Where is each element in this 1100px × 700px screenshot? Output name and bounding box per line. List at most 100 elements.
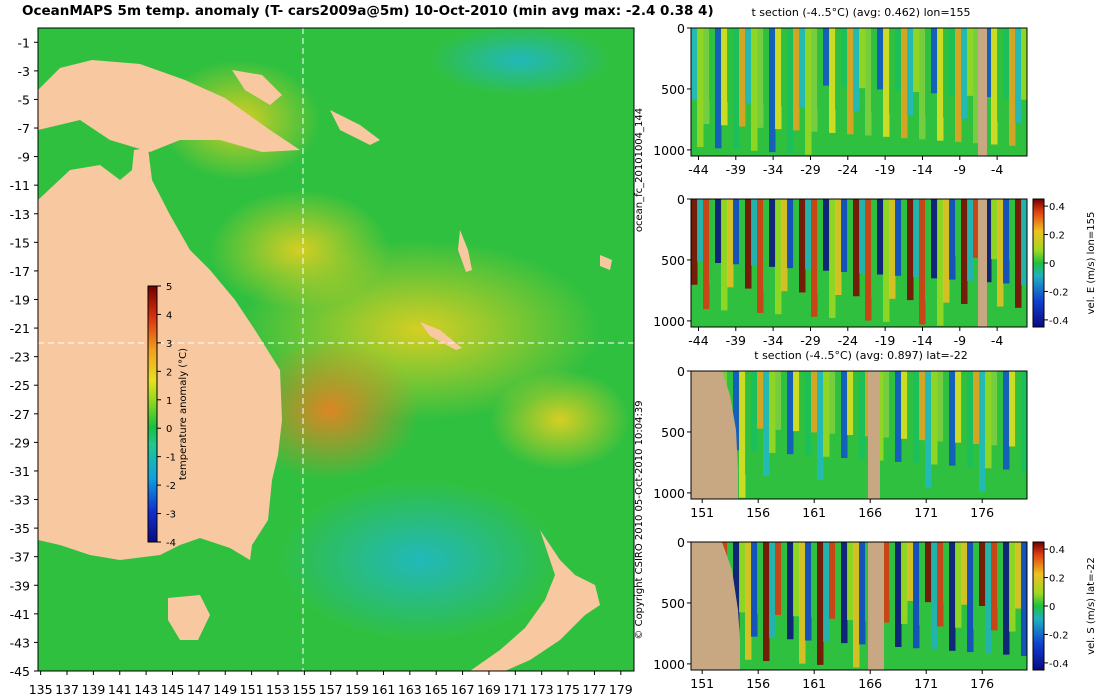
section-x-tick-label: -39 [726, 333, 746, 348]
section-column [751, 371, 758, 452]
section-column [1021, 28, 1028, 100]
section-column [883, 199, 890, 322]
section-y-tick-label: 500 [661, 82, 685, 97]
section-column [937, 542, 944, 627]
section-column [931, 371, 938, 465]
t-section-lat-ticks: 151 156 161 166 171 176 0 500 1000 [653, 364, 994, 520]
section-column [973, 199, 980, 258]
section-column [757, 28, 764, 128]
section-column [817, 542, 824, 665]
section-column [727, 28, 734, 103]
section-column [793, 28, 800, 131]
section-column [775, 542, 782, 615]
section-column [961, 28, 968, 119]
section-column [697, 199, 704, 262]
section-column [763, 371, 770, 476]
section-column [823, 28, 830, 86]
section-column [913, 28, 920, 92]
section-y-tick-label: 1000 [653, 657, 685, 672]
map-x-tick-label: 171 [503, 682, 527, 697]
section-column [769, 371, 776, 453]
section-column [757, 371, 764, 429]
velocity-colorbar-tick-label: -0.4 [1049, 316, 1069, 327]
map-x-tick-label: 143 [134, 682, 158, 697]
map-y-tick-label: -29 [10, 435, 30, 450]
section-column [955, 199, 962, 257]
vel-e-section-ticks: -44 -39 -34 -29 -24 -19 -14 -9 -4 0 500 1000 [653, 192, 1003, 348]
velocity-colorbar-tick-label: 0 [1049, 602, 1055, 613]
map-x-tick-label: 145 [161, 682, 185, 697]
section-column [919, 199, 926, 325]
section-column [847, 199, 854, 320]
map-y-tick-label: -7 [18, 121, 30, 136]
section-column [973, 371, 980, 444]
section-column [859, 28, 866, 89]
section-y-tick-label: 500 [661, 425, 685, 440]
map-x-tick-label: 141 [108, 682, 132, 697]
section-column [763, 28, 770, 105]
map-colorbar-tick-label: -2 [166, 481, 176, 492]
map-y-tick-label: -41 [10, 607, 30, 622]
section-column [763, 199, 770, 290]
velocity-colorbar-tick-label: 0.2 [1049, 231, 1065, 242]
vel-s-colorbar [1032, 541, 1045, 671]
vel-s-section-plot [690, 541, 1028, 671]
map-y-tick-label: -45 [10, 664, 30, 679]
solomon-islands-land [330, 110, 380, 145]
section-column [997, 199, 1004, 307]
section-column [691, 199, 698, 285]
section-column [925, 28, 932, 117]
map-colorbar-tick-label: 1 [166, 396, 172, 407]
section-column [811, 371, 818, 433]
section-column [859, 371, 866, 460]
section-column [829, 542, 836, 619]
hot-anomaly-region [240, 340, 420, 480]
section-column [985, 199, 992, 283]
map-y-tick-label: -23 [10, 350, 30, 365]
section-column [901, 28, 908, 139]
section-column [889, 28, 896, 114]
section-column [943, 542, 950, 604]
section-column [781, 28, 788, 107]
section-column [961, 371, 968, 491]
warm-anomaly-region-coral [210, 190, 390, 310]
section-column [985, 28, 992, 98]
section-column [973, 28, 980, 144]
section-column [721, 28, 728, 126]
section-column [907, 28, 914, 116]
vel-s-colorbar-ticks: 0.4 0.2 0 -0.2 -0.4 [1044, 545, 1069, 670]
t-section-lat-land-ridge [868, 371, 880, 499]
section-y-tick-label: 500 [661, 253, 685, 268]
section-column [757, 199, 764, 313]
section-column [769, 542, 776, 638]
section-column [715, 199, 722, 263]
map-x-tick-label: 155 [292, 682, 316, 697]
section-column [751, 542, 758, 637]
section-column [799, 371, 806, 479]
section-column [949, 199, 956, 280]
vel-e-colorbar-ticks: 0.4 0.2 0 -0.2 -0.4 [1044, 202, 1069, 327]
section-x-tick-label: -9 [954, 162, 967, 177]
section-column [895, 371, 902, 462]
map-y-tick-label: -25 [10, 378, 30, 393]
section-x-tick-label: -39 [726, 162, 746, 177]
section-column [901, 199, 908, 324]
section-column [889, 542, 896, 600]
section-column [955, 371, 962, 443]
map-colorbar-tick-label: 5 [166, 282, 172, 293]
section-column [733, 371, 740, 451]
map-colorbar-tick-label: 3 [166, 339, 172, 350]
section-column [841, 28, 848, 87]
section-column [835, 28, 842, 110]
map-y-tick-label: -27 [10, 407, 30, 422]
section-column [865, 28, 872, 136]
section-column [991, 199, 998, 260]
section-column [955, 542, 962, 628]
copyright-label: © Copyright CSIRO 2010 05-Oct-2010 10:04… [634, 400, 645, 639]
section-x-tick-label: -24 [838, 162, 858, 177]
section-column [973, 542, 980, 630]
section-y-tick-label: 1000 [653, 486, 685, 501]
section-column [835, 371, 842, 482]
section-column [991, 28, 998, 145]
section-column [1015, 371, 1022, 494]
